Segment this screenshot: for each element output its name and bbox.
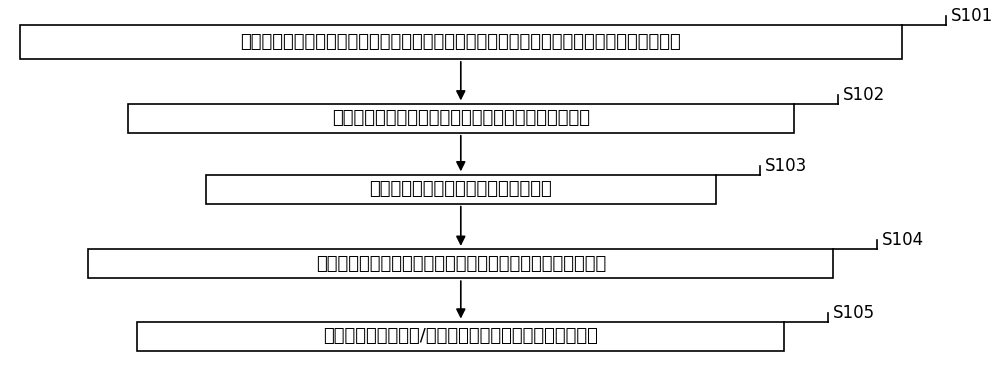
Text: 至少根据整车车速和/或每个车轮的滑转率进行牵引力控制: 至少根据整车车速和/或每个车轮的滑转率进行牵引力控制 [323, 327, 598, 345]
Text: S101: S101 [951, 7, 993, 26]
Text: 获取每个车轮的轮胎胎压参数，并根据每个车轮的轮胎胎压参数计算每个车轮的轮径修正系数: 获取每个车轮的轮胎胎压参数，并根据每个车轮的轮胎胎压参数计算每个车轮的轮径修正系… [240, 33, 681, 51]
FancyBboxPatch shape [206, 175, 716, 204]
Text: S105: S105 [833, 304, 875, 322]
Text: S104: S104 [882, 231, 924, 249]
FancyBboxPatch shape [128, 104, 794, 133]
Text: 根据每个车轮的轮径修正系数计算每个车轮的轮胎轮速: 根据每个车轮的轮径修正系数计算每个车轮的轮胎轮速 [332, 109, 590, 127]
Text: 根据每个车轮的轮胎轮速计算整车车速: 根据每个车轮的轮胎轮速计算整车车速 [369, 180, 552, 198]
FancyBboxPatch shape [137, 322, 784, 351]
Text: S102: S102 [843, 86, 885, 104]
Text: 根据每个车轮的轮胎轮速以及整车车速计算每个车轮的滑转率: 根据每个车轮的轮胎轮速以及整车车速计算每个车轮的滑转率 [316, 255, 606, 273]
Text: S103: S103 [765, 157, 807, 174]
FancyBboxPatch shape [88, 249, 833, 278]
FancyBboxPatch shape [20, 24, 902, 59]
